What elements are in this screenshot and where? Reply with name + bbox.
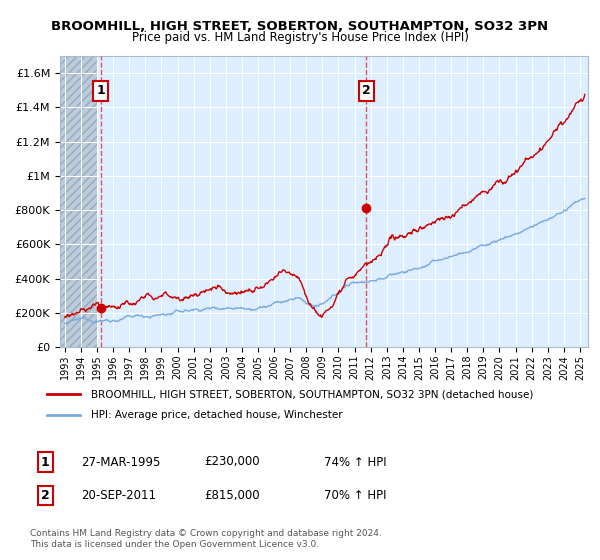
- Text: 70% ↑ HPI: 70% ↑ HPI: [324, 489, 386, 502]
- Text: HPI: Average price, detached house, Winchester: HPI: Average price, detached house, Winc…: [91, 410, 343, 420]
- Bar: [60, 56, 97, 347]
- Text: 74% ↑ HPI: 74% ↑ HPI: [324, 455, 386, 469]
- Text: 2: 2: [41, 489, 49, 502]
- Text: £230,000: £230,000: [204, 455, 260, 469]
- Text: Price paid vs. HM Land Registry's House Price Index (HPI): Price paid vs. HM Land Registry's House …: [131, 31, 469, 44]
- Text: 27-MAR-1995: 27-MAR-1995: [81, 455, 160, 469]
- Text: BROOMHILL, HIGH STREET, SOBERTON, SOUTHAMPTON, SO32 3PN: BROOMHILL, HIGH STREET, SOBERTON, SOUTHA…: [52, 20, 548, 32]
- Text: 2: 2: [362, 85, 371, 97]
- Text: Contains HM Land Registry data © Crown copyright and database right 2024.
This d: Contains HM Land Registry data © Crown c…: [30, 529, 382, 549]
- Text: 20-SEP-2011: 20-SEP-2011: [81, 489, 156, 502]
- Text: 1: 1: [97, 85, 105, 97]
- Text: £815,000: £815,000: [204, 489, 260, 502]
- Text: BROOMHILL, HIGH STREET, SOBERTON, SOUTHAMPTON, SO32 3PN (detached house): BROOMHILL, HIGH STREET, SOBERTON, SOUTHA…: [91, 389, 533, 399]
- Text: 1: 1: [41, 455, 49, 469]
